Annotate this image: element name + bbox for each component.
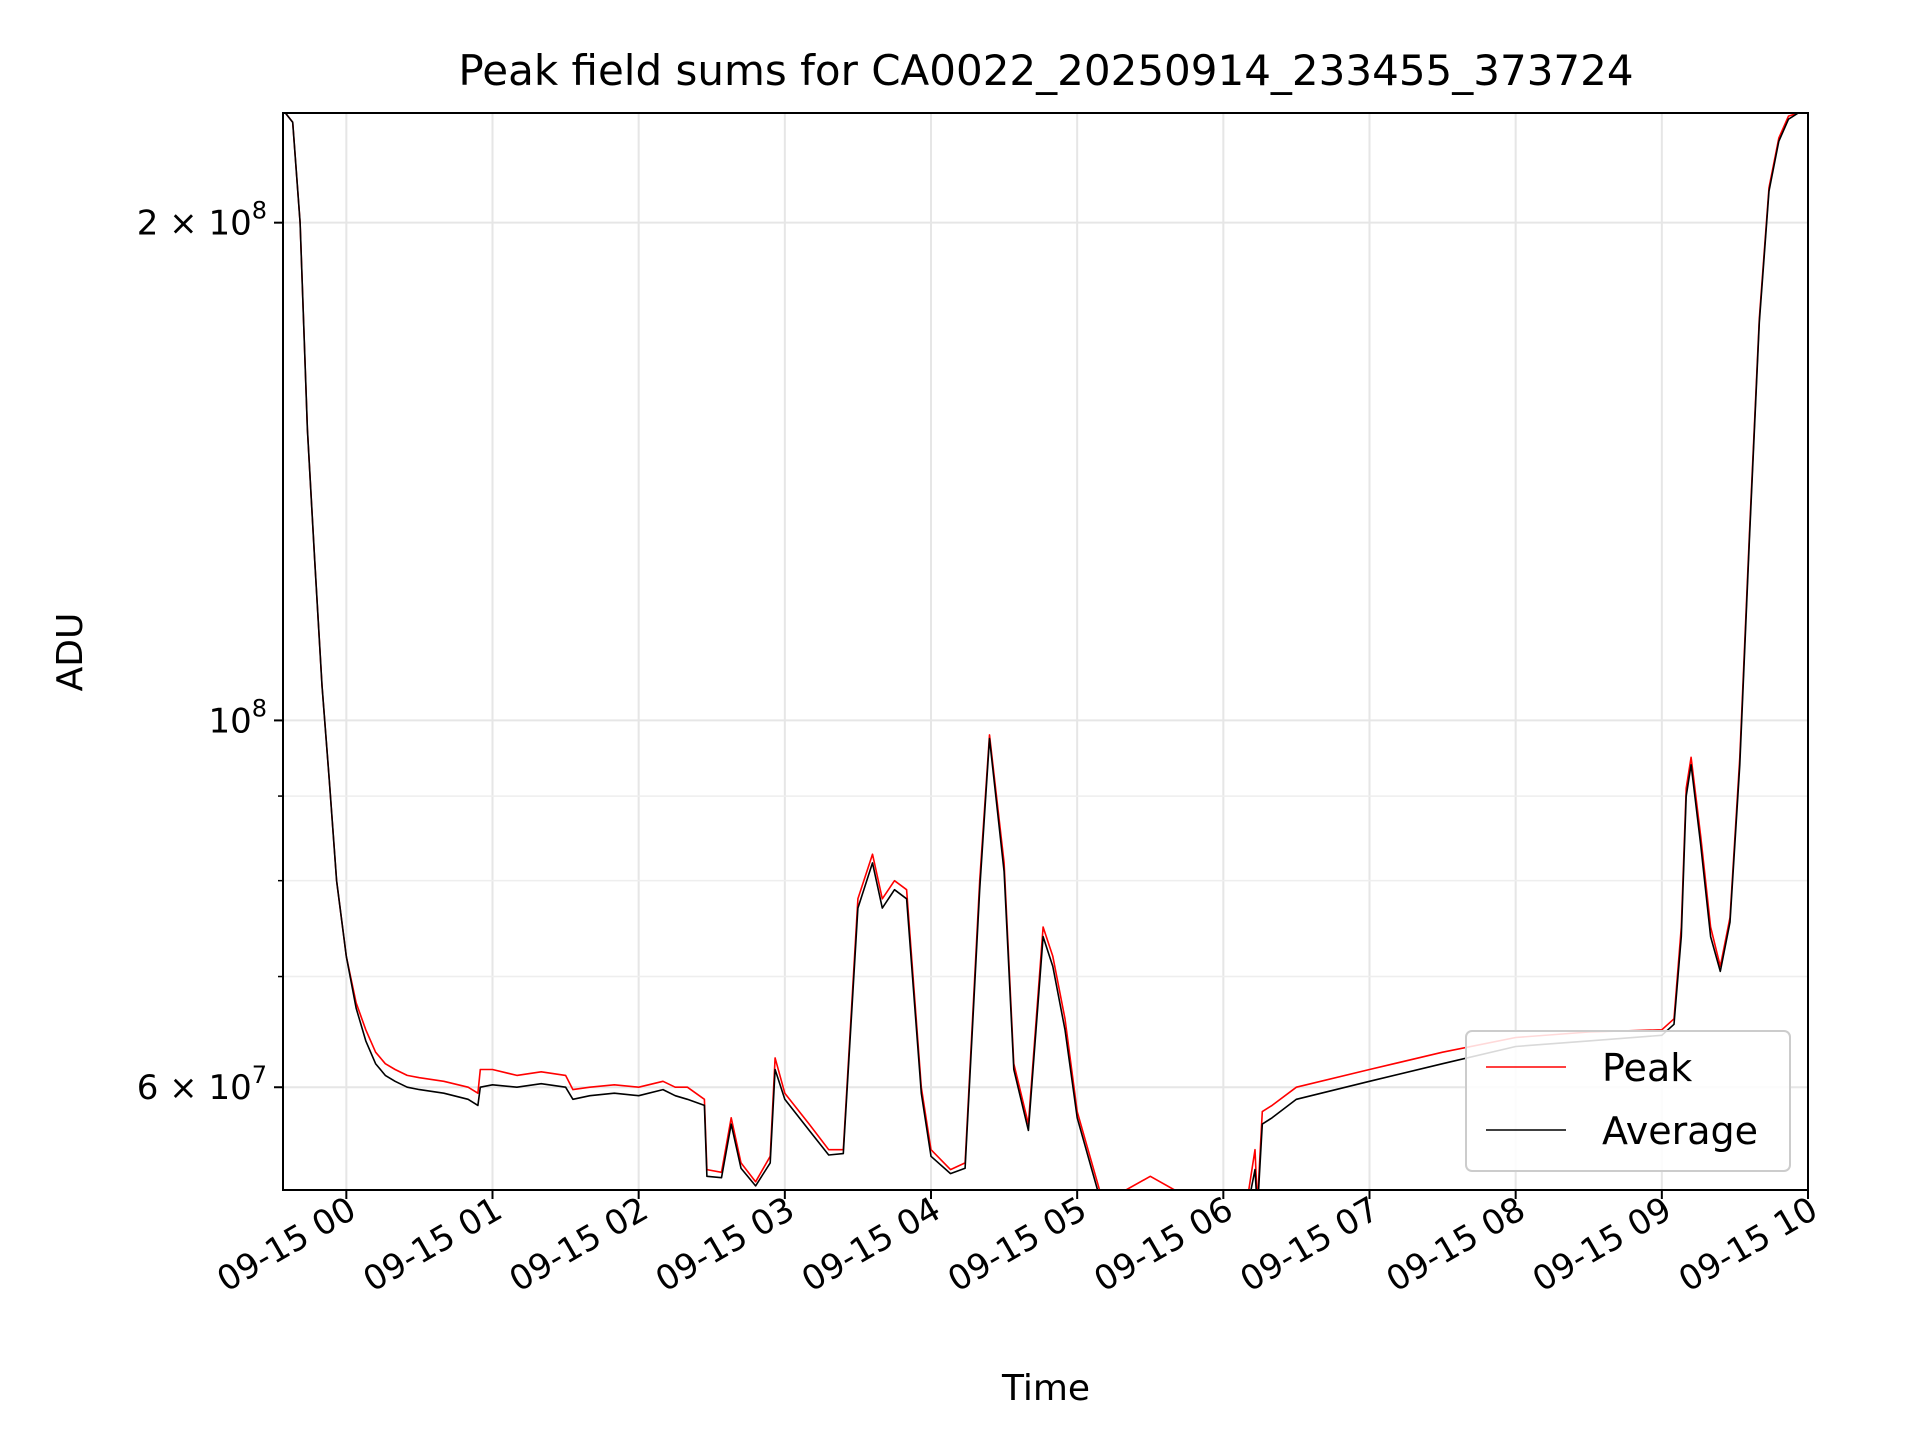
x-axis-label: Time (1001, 1368, 1090, 1409)
series-line-peak (284, 113, 1806, 1190)
legend-label-peak: Peak (1602, 1046, 1692, 1090)
y-tick-label: 6 × 107 (137, 1061, 267, 1108)
y-tick-label: 108 (208, 694, 267, 741)
legend-label-average: Average (1602, 1109, 1758, 1153)
y-axis-label: ADU (50, 613, 91, 692)
y-axis: 6 × 107 108 2 × 108 (137, 197, 283, 1108)
y-tick-label: 2 × 108 (137, 197, 267, 244)
legend: Peak Average (1465, 1030, 1791, 1172)
chart-title: Peak field sums for CA0022_20250914_2334… (458, 46, 1633, 95)
legend-box (1465, 1030, 1791, 1172)
plot-area-frame (282, 112, 1809, 1191)
